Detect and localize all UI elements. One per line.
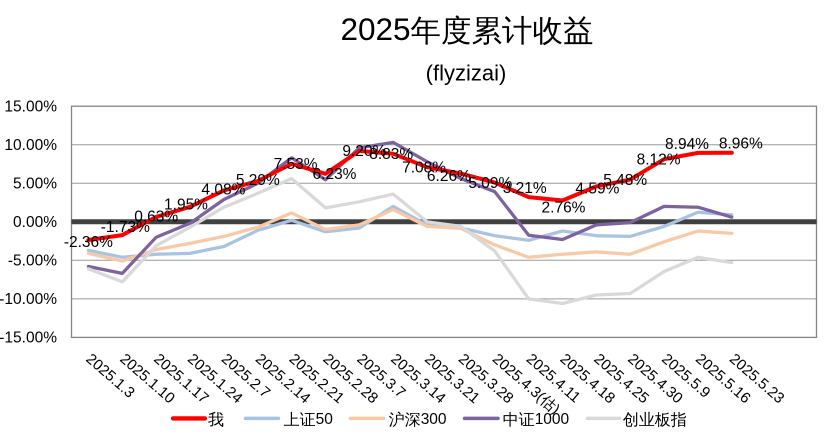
svg-text:8.94%: 8.94% [665,136,709,153]
svg-text:-15.00%: -15.00% [0,330,57,347]
svg-text:4.59%: 4.59% [575,181,619,198]
svg-text:-5.00%: -5.00% [8,253,57,270]
svg-text:3.21%: 3.21% [503,180,547,197]
svg-text:8.83%: 8.83% [369,146,413,163]
svg-text:8.12%: 8.12% [637,152,681,169]
svg-text:6.23%: 6.23% [313,166,357,183]
svg-text:2025: 2025 [341,11,411,47]
svg-text:2.76%: 2.76% [542,199,586,216]
svg-text:8.96%: 8.96% [719,136,763,153]
svg-text:6.26%: 6.26% [427,168,471,185]
svg-text:5.09%: 5.09% [468,175,512,192]
svg-text:-10.00%: -10.00% [0,291,57,308]
svg-text:10.00%: 10.00% [4,137,57,154]
svg-text:5.29%: 5.29% [236,172,280,189]
svg-text:5.00%: 5.00% [13,176,57,193]
svg-text:4.08%: 4.08% [201,182,245,199]
svg-text:1.95%: 1.95% [164,197,208,214]
svg-text:9.20%: 9.20% [342,143,386,160]
svg-text:5.48%: 5.48% [603,172,647,189]
svg-text:300: 300 [421,411,447,428]
svg-text:15.00%: 15.00% [4,99,57,116]
svg-text:-1.73%: -1.73% [101,219,150,236]
svg-text:50: 50 [316,411,334,428]
svg-text:7.08%: 7.08% [402,160,446,177]
svg-text:7.53%: 7.53% [274,156,318,173]
svg-text:0.00%: 0.00% [13,214,57,231]
svg-text:-2.36%: -2.36% [64,234,113,251]
svg-text:0.63%: 0.63% [134,209,178,226]
svg-text:(flyzizai): (flyzizai) [426,61,507,86]
svg-text:1000: 1000 [535,411,570,428]
